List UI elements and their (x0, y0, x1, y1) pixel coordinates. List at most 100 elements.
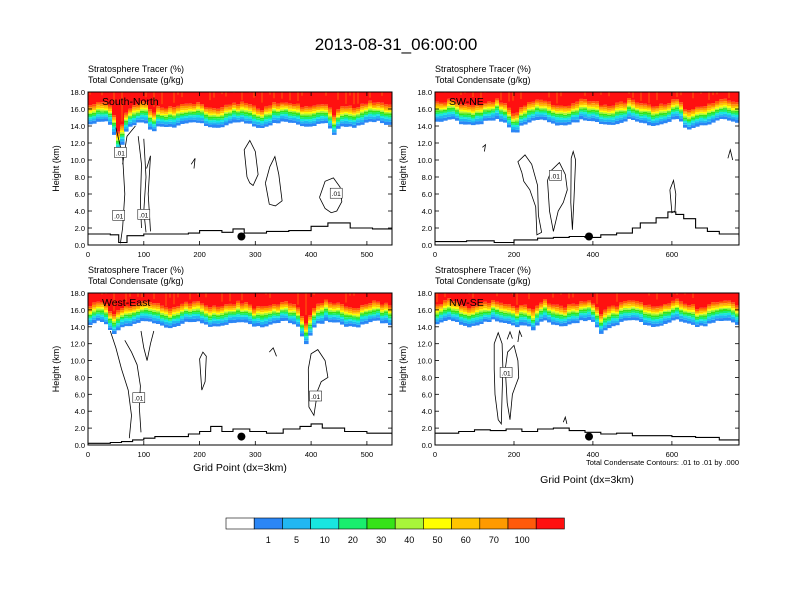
tracer-cell (348, 317, 353, 320)
tracer-cell (288, 108, 293, 111)
tracer-cell (260, 313, 265, 316)
tracer-cell (228, 114, 233, 117)
tracer-cell (595, 107, 600, 110)
y-tick-label: 10.0 (70, 156, 85, 165)
tracer-cell (519, 117, 524, 120)
tracer-cell (124, 323, 129, 327)
tracer-cell (463, 306, 468, 308)
tracer-cell (631, 109, 636, 112)
tracer-cell (184, 306, 189, 308)
tracer-cell (675, 316, 680, 320)
condensate-contour (547, 161, 568, 232)
tracer-cell (220, 107, 225, 110)
tracer-cell (719, 304, 724, 307)
tracer-cell (156, 120, 161, 124)
tracer-cell (667, 320, 672, 323)
tracer-cell (451, 306, 456, 309)
tracer-cell (156, 108, 161, 111)
tracer-cell (352, 113, 357, 115)
tracer-cell (272, 104, 277, 107)
tracer-cell (296, 321, 301, 325)
tracer-cell (727, 107, 732, 110)
tracer-cell (619, 119, 624, 123)
tracer-cell (316, 311, 321, 313)
tracer-cell (316, 114, 321, 117)
tracer-cell (196, 104, 201, 107)
tracer-cell (503, 108, 508, 111)
tracer-cell (495, 309, 500, 312)
tracer-cell (527, 293, 532, 308)
tracer-cell (715, 318, 720, 321)
tracer-cell (92, 111, 97, 113)
tracer-cell (627, 300, 632, 303)
tracer-cell (104, 111, 109, 113)
tracer-cell (615, 312, 620, 314)
tracer-cell (376, 301, 381, 304)
tracer-cell (352, 308, 357, 311)
tracer-cell (515, 312, 520, 314)
tracer-cell (388, 322, 392, 326)
tracer-cell (551, 107, 556, 109)
tracer-cell (220, 313, 225, 315)
tracer-cell (272, 310, 277, 313)
tracer-cell (352, 319, 357, 322)
tracer-cell (232, 308, 237, 310)
tracer-cell (451, 314, 456, 317)
tracer-cell (360, 115, 365, 118)
tracer-cell (475, 310, 480, 312)
tracer-cell (611, 107, 616, 110)
tracer-cell (575, 108, 580, 110)
y-tick-label: 8.0 (422, 173, 432, 182)
tracer-cell (92, 313, 97, 316)
tracer-cell (711, 317, 716, 320)
tracer-cell (204, 113, 209, 115)
tracer-cell (483, 318, 488, 322)
tracer-cell (216, 92, 221, 109)
tracer-cell (128, 311, 133, 313)
tracer-cell (108, 117, 113, 120)
tracer-cell (224, 108, 229, 111)
condensate-contour (115, 127, 126, 244)
tracer-cell (284, 104, 289, 106)
tracer-cell (108, 109, 113, 111)
tracer-cell (244, 106, 249, 109)
tracer-cell (567, 308, 572, 310)
tracer-cell (467, 319, 472, 322)
tracer-cell (691, 116, 696, 118)
tracer-cell (575, 101, 580, 105)
tracer-cell (312, 318, 317, 321)
tracer-cell (336, 313, 341, 316)
tracer-streak (572, 293, 574, 298)
tracer-cell (376, 315, 381, 318)
tracer-cell (184, 307, 189, 310)
tracer-cell (320, 313, 325, 316)
tracer-cell (292, 118, 297, 121)
tracer-cell (695, 114, 700, 116)
tracer-cell (232, 310, 237, 313)
tracer-cell (360, 308, 365, 311)
tracer-cell (248, 112, 253, 115)
tracer-cell (527, 112, 532, 115)
tracer-cell (216, 319, 221, 321)
tracer-cell (703, 293, 708, 308)
tracer-cell (120, 132, 125, 134)
tracer-cell (176, 306, 181, 309)
tracer-cell (380, 120, 385, 124)
tracer-cell (491, 92, 496, 102)
tracer-cell (659, 115, 664, 117)
tracer-streak (708, 92, 710, 100)
tracer-cell (152, 303, 157, 305)
tracer-cell (495, 293, 500, 302)
tracer-cell (108, 115, 113, 118)
tracer-cell (539, 99, 544, 103)
tracer-cell (88, 322, 93, 325)
tracer-cell (108, 311, 113, 314)
tracer-cell (535, 108, 540, 111)
tracer-cell (499, 102, 504, 105)
tracer-cell (651, 306, 656, 309)
tracer-cell (503, 309, 508, 311)
tracer-cell (735, 117, 739, 120)
tracer-cell (707, 116, 712, 119)
tracer-cell (535, 101, 540, 104)
tracer-cell (655, 313, 660, 316)
